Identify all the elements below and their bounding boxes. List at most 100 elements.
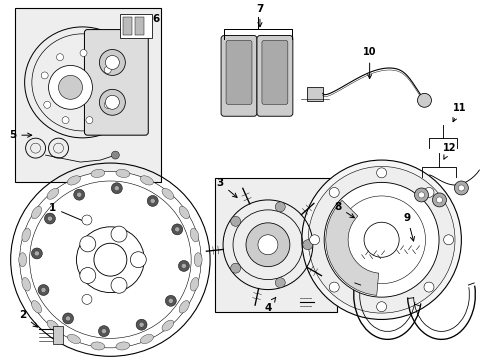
Ellipse shape <box>31 301 41 313</box>
Circle shape <box>275 278 285 288</box>
Ellipse shape <box>47 320 59 331</box>
Circle shape <box>168 298 173 303</box>
Circle shape <box>165 295 176 306</box>
Circle shape <box>43 101 51 108</box>
Circle shape <box>301 160 461 319</box>
Ellipse shape <box>116 169 129 177</box>
Circle shape <box>94 243 126 276</box>
Circle shape <box>324 183 438 297</box>
Circle shape <box>245 223 289 267</box>
Circle shape <box>98 326 109 337</box>
Circle shape <box>62 313 73 324</box>
Ellipse shape <box>91 342 104 350</box>
Ellipse shape <box>179 301 189 313</box>
Circle shape <box>443 235 453 245</box>
Circle shape <box>104 101 111 108</box>
Circle shape <box>111 226 127 242</box>
Circle shape <box>363 222 398 257</box>
Circle shape <box>376 302 386 312</box>
Circle shape <box>275 202 285 212</box>
Circle shape <box>258 235 277 255</box>
Circle shape <box>65 316 70 321</box>
Circle shape <box>62 117 69 123</box>
Circle shape <box>80 267 96 283</box>
Text: 1: 1 <box>49 203 89 224</box>
Circle shape <box>86 117 93 123</box>
Circle shape <box>130 252 146 268</box>
Circle shape <box>48 66 92 109</box>
Ellipse shape <box>194 253 202 267</box>
Circle shape <box>82 294 92 304</box>
Ellipse shape <box>22 228 30 242</box>
FancyBboxPatch shape <box>256 36 292 116</box>
Circle shape <box>105 95 119 109</box>
Circle shape <box>105 55 119 69</box>
Circle shape <box>31 248 42 259</box>
Ellipse shape <box>162 188 173 199</box>
Circle shape <box>114 186 119 191</box>
Circle shape <box>99 89 125 115</box>
Wedge shape <box>325 200 378 295</box>
Circle shape <box>38 284 49 296</box>
Circle shape <box>47 216 52 221</box>
Ellipse shape <box>67 334 81 343</box>
FancyBboxPatch shape <box>262 41 287 104</box>
Circle shape <box>328 282 339 292</box>
Text: 6: 6 <box>146 14 160 26</box>
Circle shape <box>99 50 125 75</box>
FancyBboxPatch shape <box>84 30 148 135</box>
FancyBboxPatch shape <box>221 36 256 116</box>
Circle shape <box>111 277 127 293</box>
Ellipse shape <box>140 176 153 185</box>
Circle shape <box>376 168 386 178</box>
Circle shape <box>80 236 96 252</box>
Circle shape <box>34 251 40 256</box>
Circle shape <box>230 263 240 273</box>
Text: 8: 8 <box>333 202 354 218</box>
Circle shape <box>59 75 82 99</box>
Circle shape <box>104 67 111 73</box>
Circle shape <box>418 192 424 198</box>
Circle shape <box>309 235 319 245</box>
Circle shape <box>139 322 144 327</box>
Text: 11: 11 <box>452 103 465 122</box>
Circle shape <box>307 166 454 313</box>
Ellipse shape <box>116 342 129 350</box>
Circle shape <box>453 181 468 195</box>
FancyBboxPatch shape <box>225 41 251 104</box>
Ellipse shape <box>76 227 144 293</box>
Text: 4: 4 <box>264 297 275 312</box>
Circle shape <box>80 50 87 57</box>
Ellipse shape <box>19 253 26 267</box>
Bar <box>120 14 152 37</box>
Bar <box>135 17 144 35</box>
Circle shape <box>457 185 464 191</box>
Circle shape <box>174 227 180 232</box>
Text: 12: 12 <box>442 143 455 159</box>
Circle shape <box>111 183 122 194</box>
Text: 3: 3 <box>216 178 237 197</box>
Ellipse shape <box>179 206 189 219</box>
Circle shape <box>414 188 427 202</box>
Circle shape <box>328 188 339 197</box>
Ellipse shape <box>30 181 191 338</box>
Circle shape <box>431 193 446 207</box>
Circle shape <box>111 151 119 159</box>
Circle shape <box>171 224 183 235</box>
Text: 7: 7 <box>256 4 263 27</box>
Ellipse shape <box>190 278 199 291</box>
Circle shape <box>44 213 55 224</box>
Bar <box>15 8 161 182</box>
Text: 2: 2 <box>19 310 38 327</box>
Text: 5: 5 <box>9 130 32 140</box>
Ellipse shape <box>91 169 104 177</box>
Circle shape <box>181 264 186 269</box>
Circle shape <box>178 261 189 271</box>
Circle shape <box>74 189 84 200</box>
Circle shape <box>57 54 63 60</box>
Circle shape <box>82 215 92 225</box>
Ellipse shape <box>20 171 201 348</box>
Circle shape <box>417 93 430 107</box>
Ellipse shape <box>67 176 81 185</box>
Ellipse shape <box>140 334 153 343</box>
